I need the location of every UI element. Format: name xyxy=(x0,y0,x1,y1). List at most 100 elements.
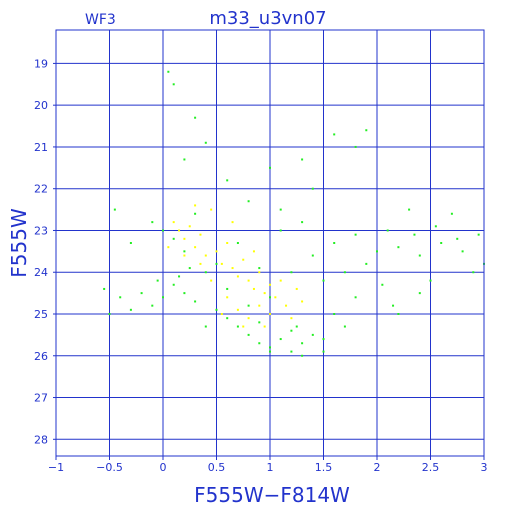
data-point xyxy=(311,333,314,336)
data-point xyxy=(311,254,314,257)
data-point xyxy=(172,83,175,86)
data-point xyxy=(226,179,229,182)
data-point xyxy=(274,296,277,299)
data-point xyxy=(188,225,191,228)
data-point xyxy=(113,208,116,211)
data-point xyxy=(269,346,271,349)
data-point xyxy=(220,262,223,265)
x-tick-label: −0.5 xyxy=(96,461,123,474)
data-point xyxy=(322,279,325,282)
data-point xyxy=(194,116,197,119)
data-point xyxy=(226,317,229,320)
data-point xyxy=(295,325,298,328)
data-point xyxy=(252,287,255,290)
data-point xyxy=(477,233,480,236)
data-point xyxy=(472,271,475,274)
data-point xyxy=(167,70,170,73)
data-point xyxy=(279,279,282,282)
y-axis-label: F555W xyxy=(7,208,31,278)
data-point xyxy=(151,304,154,307)
x-tick-label: 0.5 xyxy=(208,461,226,474)
data-point xyxy=(290,329,293,332)
data-point xyxy=(226,296,229,299)
y-tick-label: 20 xyxy=(34,99,48,112)
data-point xyxy=(247,333,250,336)
data-point xyxy=(194,300,197,303)
data-point xyxy=(365,129,368,132)
data-point xyxy=(301,221,304,224)
x-tick-label: 0 xyxy=(160,461,167,474)
data-point xyxy=(279,208,282,211)
data-point xyxy=(236,325,239,328)
data-point xyxy=(408,208,411,211)
data-point xyxy=(204,325,207,328)
data-point xyxy=(418,254,421,257)
data-point xyxy=(188,267,191,270)
data-point xyxy=(247,200,250,203)
data-point xyxy=(269,166,271,169)
data-point xyxy=(258,342,261,345)
data-point xyxy=(354,233,357,236)
data-point xyxy=(129,242,132,244)
x-tick-label: 2.5 xyxy=(422,461,440,474)
y-tick-label: 28 xyxy=(34,433,48,446)
x-tick-label: 1 xyxy=(267,461,274,474)
data-point xyxy=(461,250,464,253)
grid-lines xyxy=(55,30,485,456)
data-point xyxy=(215,308,218,311)
data-point xyxy=(247,304,250,307)
data-point xyxy=(290,317,293,320)
data-point xyxy=(258,271,261,274)
data-point xyxy=(258,321,261,324)
data-point xyxy=(199,233,202,236)
y-tick-label: 21 xyxy=(34,141,48,154)
data-point xyxy=(333,313,336,315)
data-point xyxy=(156,279,159,282)
data-point xyxy=(269,296,271,299)
data-point xyxy=(295,287,298,290)
data-point xyxy=(236,242,239,244)
data-point xyxy=(194,212,197,215)
y-tick-label: 26 xyxy=(34,350,48,363)
data-point xyxy=(231,221,234,224)
data-point xyxy=(242,325,245,328)
data-point xyxy=(376,250,378,253)
axis-ticks: −1 −0.5 0 0.5 1 1.5 2 2.5 3 19 20 21 22 23 24 25 26 27 28 xyxy=(34,57,488,474)
data-point xyxy=(301,354,304,357)
data-point xyxy=(226,242,229,244)
x-tick-label: −1 xyxy=(48,461,64,474)
data-point xyxy=(204,141,207,144)
data-point xyxy=(204,271,207,274)
data-point xyxy=(247,317,250,320)
data-point xyxy=(301,158,304,161)
y-tick-label: 27 xyxy=(34,392,48,405)
data-point xyxy=(178,229,181,232)
data-point xyxy=(456,237,459,240)
y-tick-label: 23 xyxy=(34,224,48,237)
data-point xyxy=(279,229,282,232)
data-point xyxy=(263,292,266,295)
data-point xyxy=(343,271,346,274)
data-point xyxy=(252,250,255,253)
data-point xyxy=(322,338,325,341)
data-point xyxy=(258,304,261,307)
x-axis-label: F555W−F814W xyxy=(194,483,350,507)
data-point xyxy=(242,258,245,261)
data-point xyxy=(429,279,432,282)
data-point xyxy=(194,204,197,207)
y-tick-label: 22 xyxy=(34,183,48,196)
data-point xyxy=(215,262,218,265)
data-point xyxy=(354,296,357,299)
data-point xyxy=(226,287,229,290)
data-point xyxy=(162,296,164,299)
data-point xyxy=(210,279,213,282)
data-point xyxy=(183,292,186,295)
data-point xyxy=(178,275,181,278)
data-point xyxy=(151,221,154,224)
data-point xyxy=(311,187,314,190)
data-point xyxy=(397,246,400,249)
data-point xyxy=(167,246,170,249)
data-point xyxy=(220,313,223,315)
